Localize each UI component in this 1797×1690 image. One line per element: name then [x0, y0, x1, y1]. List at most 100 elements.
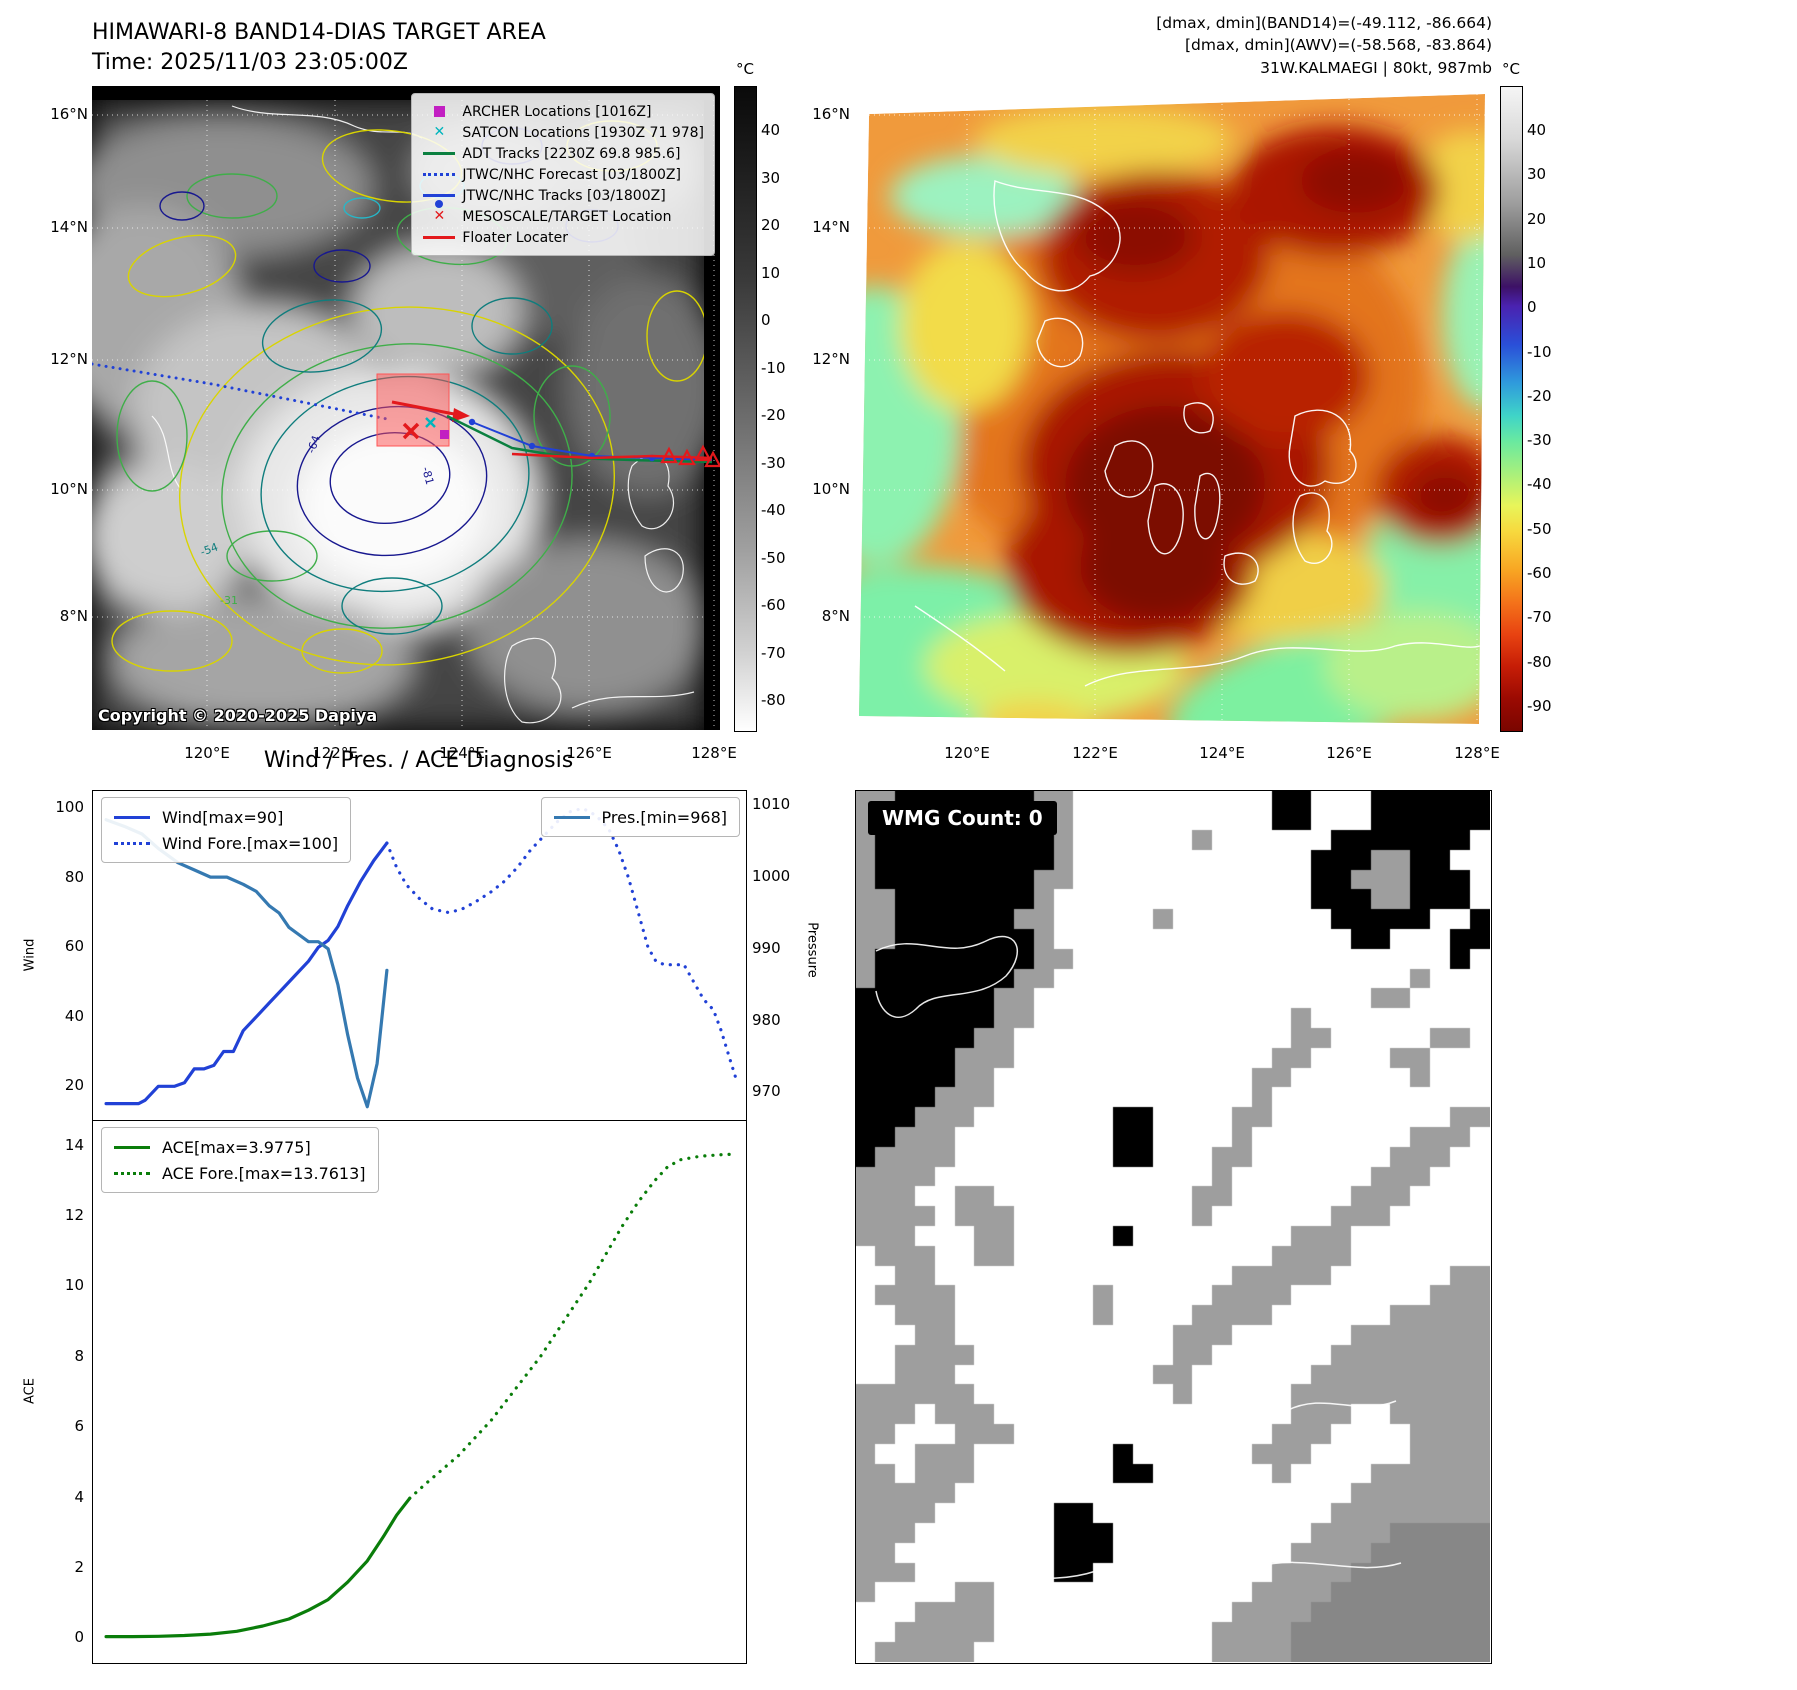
- tick-label: -50: [761, 548, 786, 567]
- ace-line: [104, 1496, 412, 1639]
- legend-entry: ACE Fore.[max=13.7613]: [114, 1160, 366, 1186]
- tick-label: 14°N: [812, 218, 850, 236]
- ace-fore--line: [408, 1152, 738, 1500]
- legend-label: ACE[max=3.9775]: [162, 1137, 311, 1157]
- tick-label: 8°N: [59, 607, 88, 625]
- satcon-marker: [425, 417, 436, 428]
- tick-label: 128°E: [1454, 744, 1500, 762]
- legend-label: MESOSCALE/TARGET Location: [462, 208, 672, 225]
- tick-label: 124°E: [1199, 744, 1245, 762]
- mesoscale-target-x-marker: [402, 422, 420, 440]
- tick-label: 1000: [752, 867, 791, 886]
- floater-track: [511, 452, 713, 460]
- legend-label: ADT Tracks [2230Z 69.8 985.6]: [462, 145, 681, 162]
- storm-info: [dmax, dmin](BAND14)=(-49.112, -86.664) …: [1090, 12, 1492, 79]
- band14-colorbar-unit: °C: [736, 60, 754, 78]
- band14-header: HIMAWARI-8 BAND14-DIAS TARGET AREA Time:…: [92, 18, 546, 77]
- wind-pressure-chart: Wind[max=90] Wind Fore.[max=100] Pres.[mi…: [92, 790, 747, 1122]
- tick-label: 124°E: [439, 744, 485, 762]
- tick-label: 16°N: [812, 105, 850, 123]
- tick-label: -30: [1527, 431, 1552, 450]
- tick-label: -40: [1527, 475, 1552, 494]
- tick-label: 20: [761, 216, 781, 234]
- jtwc-forecast-track: [92, 362, 394, 422]
- legend-entry: JTWC/NHC Forecast [03/1800Z]: [420, 164, 704, 185]
- tick-label: 128°E: [691, 744, 737, 762]
- legend-label: Wind Fore.[max=100]: [162, 833, 339, 853]
- awv-satellite-image: [859, 94, 1485, 724]
- legend-label: Pres.[min=968]: [601, 807, 727, 827]
- dmax-dmin-awv: [dmax, dmin](AWV)=(-58.568, -83.864): [1185, 36, 1492, 55]
- wmg-grid-map: [856, 791, 1490, 1662]
- dotted-blue-icon: [420, 173, 458, 176]
- tick-label: 0: [1527, 298, 1537, 317]
- tick-label: 30: [761, 168, 781, 187]
- ace-plot: [104, 1152, 738, 1639]
- tick-label: -70: [761, 643, 786, 662]
- solid-line-icon: [114, 1145, 154, 1149]
- tick-label: 14: [64, 1135, 84, 1154]
- awv-gridlines: [859, 94, 1485, 724]
- tick-label: 14°N: [50, 218, 88, 236]
- band14-contour-labels: -54 -64 -31 -81: [199, 434, 437, 607]
- pressure-axis-label: Pressure: [804, 922, 820, 978]
- tick-label: -60: [1527, 564, 1552, 582]
- tick-label: 80: [64, 867, 84, 886]
- tick-label: 100: [55, 798, 84, 817]
- tick-label: -60: [761, 596, 786, 614]
- tick-label: 12: [64, 1206, 84, 1225]
- tick-label: 8°N: [821, 607, 850, 625]
- pressure-legend: Pres.[min=968]: [540, 797, 740, 837]
- tick-label: 1010: [752, 795, 791, 814]
- solid-line-icon: [553, 815, 594, 819]
- solid-line-icon: [114, 815, 154, 819]
- band14-title: HIMAWARI-8 BAND14-DIAS TARGET AREA: [92, 20, 546, 45]
- wind-fore--line: [385, 806, 738, 1081]
- legend-entry: JTWC/NHC Tracks [03/1800Z]: [420, 185, 704, 208]
- floater-arrowhead: [452, 408, 470, 422]
- line-red-icon: [420, 236, 458, 239]
- awv-color-field: [859, 94, 1485, 724]
- band14-time: Time: 2025/11/03 23:05:00Z: [92, 49, 408, 75]
- line-dot-blue-icon: [420, 194, 458, 208]
- contour-label: -81: [419, 465, 436, 486]
- floater-locater-line: [391, 400, 455, 416]
- legend-label: Wind[max=90]: [162, 807, 284, 827]
- tick-label: 126°E: [566, 744, 612, 762]
- awv-colorbar-ticks: 40 30 20 10 0 -10 -20 -30 -40 -50 -60 -70 -80 -90: [1527, 86, 1571, 730]
- legend-label: JTWC/NHC Tracks [03/1800Z]: [462, 187, 666, 204]
- wind-line: [104, 841, 389, 1106]
- legend-entry: ✕ MESOSCALE/TARGET Location: [420, 206, 704, 227]
- tick-label: 10: [1527, 253, 1547, 272]
- tick-label: -90: [1527, 696, 1552, 715]
- tick-label: -10: [1527, 342, 1552, 361]
- legend-entry: ADT Tracks [2230Z 69.8 985.6]: [420, 143, 704, 164]
- band14-lat-axis: 16°N 14°N 12°N 10°N 8°N: [40, 86, 88, 730]
- tick-label: 10°N: [812, 480, 850, 498]
- wmg-count-label: WMG Count: 0: [868, 801, 1057, 835]
- legend-label: JTWC/NHC Forecast [03/1800Z]: [462, 166, 681, 183]
- legend-entry: Wind Fore.[max=100]: [114, 830, 338, 856]
- tick-label: 16°N: [50, 105, 88, 123]
- awv-colorbar: [1500, 86, 1523, 732]
- pressure-axis-ticks: 970 980 990 1000 1010: [752, 790, 796, 1120]
- tick-label: -20: [1527, 386, 1552, 405]
- band14-tracks: [92, 362, 720, 468]
- tick-label: 12°N: [50, 350, 88, 368]
- wind-axis-ticks: 20 40 60 80 100: [46, 790, 84, 1120]
- tick-label: 10°N: [50, 480, 88, 498]
- band14-lon-axis: 120°E 122°E 124°E 126°E 128°E: [92, 740, 737, 764]
- dotted-line-icon: [114, 841, 154, 845]
- square-magenta-icon: [420, 106, 458, 117]
- tick-label: 970: [752, 1082, 781, 1101]
- wind-axis-label: Wind: [22, 938, 38, 972]
- tick-label: -30: [761, 453, 786, 472]
- tick-label: -70: [1527, 608, 1552, 627]
- tick-label: 120°E: [944, 744, 990, 762]
- tick-label: 120°E: [184, 744, 230, 762]
- tick-label: 10: [761, 263, 781, 282]
- contour-label: -31: [220, 594, 238, 607]
- dotted-line-icon: [114, 1171, 154, 1175]
- legend-label: SATCON Locations [1930Z 71 978]: [462, 124, 704, 141]
